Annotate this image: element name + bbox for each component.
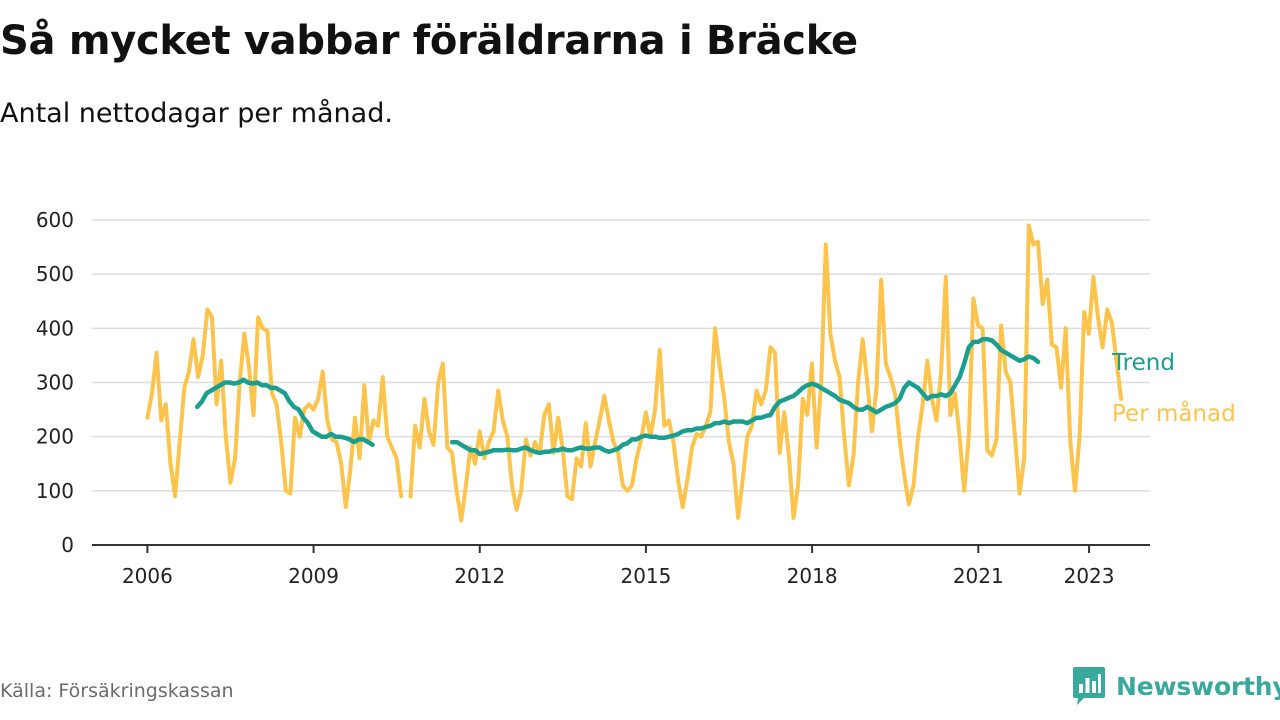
x-tick-label: 2006 (122, 564, 173, 588)
source-note: Källa: Försäkringskassan (0, 680, 234, 702)
x-tick-label: 2012 (454, 564, 505, 588)
y-axis-tick-labels: 0 100 200 300 400 500 600 (36, 208, 74, 557)
series-label-trend: Trend (1111, 350, 1175, 376)
x-tick-label: 2021 (953, 564, 1004, 588)
series-direct-labels: Per månad Trend (1111, 350, 1236, 427)
brand-logo: Newsworthy (1072, 664, 1280, 708)
y-tick-label: 400 (36, 316, 74, 340)
series-line-segment (145, 307, 404, 510)
x-tick-label: 2023 (1064, 564, 1115, 588)
series-line-segment (408, 223, 1124, 523)
y-tick-label: 100 (36, 479, 74, 503)
y-tick-label: 600 (36, 208, 74, 232)
series-per-manad (145, 223, 1124, 523)
series-trend (194, 336, 1041, 457)
y-tick-label: 500 (36, 262, 74, 286)
series-label-per-manad: Per månad (1112, 399, 1236, 427)
x-tick-label: 2009 (288, 564, 339, 588)
y-tick-label: 300 (36, 371, 74, 395)
brand-name: Newsworthy (1116, 671, 1280, 701)
y-tick-label: 200 (36, 425, 74, 449)
chart-subtitle: Antal nettodagar per månad. (0, 98, 393, 129)
x-axis-tick-labels: 2006 2009 2012 2015 2018 2021 2023 (122, 545, 1115, 588)
series-line-segment (449, 336, 1041, 457)
series-line-segment (194, 377, 375, 448)
bar-chart-speech-bubble-icon (1073, 667, 1105, 705)
y-tick-label: 0 (61, 533, 74, 557)
chart-title: Så mycket vabbar föräldrarna i Bräcke (0, 18, 858, 64)
x-tick-label: 2018 (787, 564, 838, 588)
series-lines (145, 223, 1124, 523)
x-tick-label: 2015 (620, 564, 671, 588)
